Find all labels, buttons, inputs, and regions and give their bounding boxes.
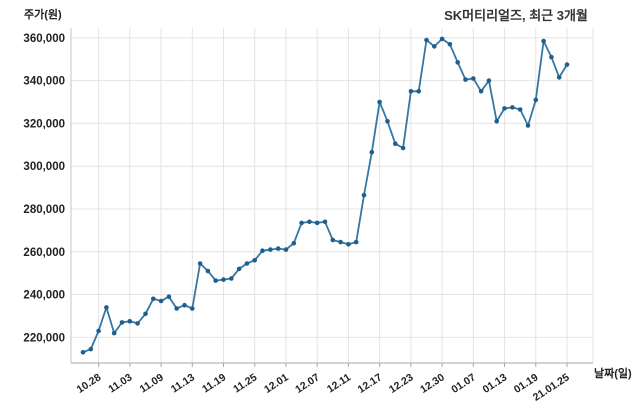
data-point-marker (353, 239, 359, 245)
data-point-marker (244, 261, 250, 266)
x-tick-label: 01.13 (481, 371, 510, 395)
y-tick-label: 360,000 (23, 33, 65, 45)
data-point-marker (314, 220, 320, 226)
x-tick-label: 11.25 (231, 371, 259, 395)
data-point-marker (377, 99, 382, 105)
data-point-marker (408, 89, 414, 94)
data-point-marker (478, 89, 484, 94)
data-point-marker (556, 75, 562, 80)
data-point-marker (221, 277, 226, 282)
data-point-marker (135, 321, 140, 326)
data-point-marker (143, 311, 148, 317)
data-point-marker (385, 119, 390, 124)
data-point-marker (338, 239, 343, 245)
data-point-marker (533, 97, 539, 103)
data-point-marker (447, 42, 453, 47)
data-point-marker (471, 76, 476, 81)
data-point-marker (439, 36, 445, 42)
data-point-marker (190, 306, 195, 311)
data-point-marker (541, 38, 546, 44)
data-point-marker (330, 237, 336, 243)
data-point-marker (494, 119, 500, 124)
data-point-marker (549, 54, 554, 60)
data-point-marker (525, 123, 531, 128)
data-point-marker (432, 44, 437, 49)
x-tick-label: 12.23 (387, 371, 416, 395)
data-point-marker (182, 302, 187, 308)
data-point-marker (80, 350, 86, 355)
data-point-marker (158, 298, 164, 304)
price-line (82, 38, 568, 354)
data-point-marker (486, 78, 492, 83)
x-tick-label: 12.17 (356, 371, 385, 395)
data-point-marker (213, 278, 218, 283)
data-point-marker (510, 105, 515, 110)
y-tick-label: 300,000 (23, 161, 65, 173)
x-tick-label: 11.13 (169, 371, 197, 395)
data-point-marker (283, 247, 289, 252)
x-tick-label: 12.30 (418, 371, 447, 395)
x-tick-label: 01.07 (449, 371, 478, 395)
x-tick-label: 11.03 (106, 371, 134, 395)
data-point-marker (416, 89, 422, 94)
data-point-marker (299, 220, 304, 226)
y-tick-label: 320,000 (23, 118, 65, 130)
x-tick-label: 12.07 (293, 371, 322, 395)
data-point-marker (88, 346, 94, 352)
data-point-marker (205, 268, 211, 274)
data-point-marker (517, 107, 523, 112)
data-point-marker (502, 106, 507, 111)
data-point-marker (166, 294, 172, 300)
data-point-marker (119, 320, 125, 325)
x-tick-label: 12.01 (262, 371, 291, 395)
data-point-marker (275, 246, 281, 251)
data-point-marker (291, 240, 297, 246)
data-point-marker (346, 242, 351, 247)
x-tick-label: 12.11 (325, 371, 353, 395)
y-tick-label: 280,000 (23, 204, 65, 216)
data-point-marker (174, 306, 179, 311)
data-point-marker (252, 258, 257, 263)
data-point-marker (111, 330, 117, 336)
x-tick-label: 10.28 (75, 371, 104, 395)
data-point-marker (369, 150, 375, 155)
y-tick-label: 340,000 (23, 76, 65, 88)
x-tick-label: 11.09 (138, 371, 166, 395)
y-tick-label: 260,000 (23, 247, 65, 259)
data-point-marker (400, 145, 406, 151)
y-axis-unit-label: 주가(원) (24, 9, 62, 21)
x-tick-label: 11.19 (200, 371, 228, 395)
data-point-marker (96, 328, 101, 334)
data-point-marker (197, 261, 203, 266)
data-point-marker (268, 247, 273, 252)
data-point-marker (104, 305, 109, 310)
y-tick-label: 240,000 (23, 290, 65, 302)
data-point-marker (463, 77, 468, 82)
chart-title: SK머티리얼즈, 최근 3개월 (444, 8, 588, 23)
data-point-marker (455, 60, 461, 65)
data-point-marker (564, 62, 570, 67)
data-point-marker (127, 319, 133, 324)
data-point-marker (229, 276, 234, 281)
data-point-marker (236, 266, 242, 272)
data-point-marker (424, 37, 429, 43)
data-point-marker (260, 248, 265, 253)
x-axis-unit-label: 날짜(일) (594, 368, 632, 380)
data-point-marker (393, 141, 398, 146)
data-point-marker (361, 192, 367, 198)
data-point-marker (151, 296, 156, 302)
y-tick-label: 220,000 (23, 332, 65, 344)
data-point-marker (322, 219, 328, 225)
data-point-marker (307, 219, 312, 225)
